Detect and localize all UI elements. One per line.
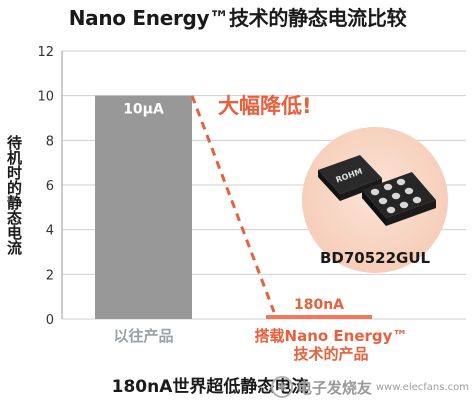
- product-callout: ROHM BD70522GUL: [302, 127, 448, 273]
- data-label: 10μA: [123, 102, 164, 118]
- data-labels: 10μA 180nA: [123, 102, 344, 313]
- solder-balls: [370, 178, 422, 214]
- chip-logo-icon: ✱: [270, 376, 293, 398]
- bar: [266, 314, 372, 319]
- watermark-site: www.elecfans.com: [375, 381, 469, 393]
- y-tick-label: 0: [46, 313, 54, 328]
- solder-ball: [396, 178, 406, 186]
- category-label: 以往产品: [113, 327, 173, 345]
- y-tick-label: 2: [46, 268, 54, 283]
- solder-ball: [404, 187, 414, 195]
- chip-bottom-icon: [362, 172, 436, 226]
- bar: [95, 95, 192, 320]
- solder-ball: [370, 188, 380, 196]
- watermark: ✱ 电子发烧友 www.elecfans.com: [270, 374, 469, 400]
- reduction-annotation: 大幅降低!: [218, 94, 312, 118]
- category-label: 技术的产品: [293, 345, 368, 363]
- y-tick-label: 4: [46, 224, 54, 239]
- chip-top-icon: ROHM: [318, 155, 382, 201]
- watermark-text: 电子发烧友: [296, 378, 372, 397]
- reduction-dashed-line: [190, 95, 276, 313]
- y-tick-label: 8: [46, 134, 54, 149]
- solder-ball: [378, 197, 388, 205]
- bars: [95, 95, 372, 320]
- y-tick-label: 6: [46, 179, 54, 194]
- solder-ball: [386, 206, 396, 214]
- solder-ball: [412, 196, 422, 204]
- y-tick-labels: 0 2 4 6 8 10 12: [37, 45, 54, 328]
- y-axis-label: 待机时的静态电流: [5, 134, 23, 256]
- solder-ball: [383, 183, 393, 191]
- category-label: 搭载Nano Energy™: [255, 327, 408, 345]
- solder-ball: [399, 201, 409, 209]
- part-number: BD70522GUL: [320, 249, 431, 267]
- y-tick-label: 12: [37, 45, 54, 60]
- chart-subtitle: 180nA世界超低静态电流: [111, 377, 309, 397]
- solder-ball: [391, 192, 401, 200]
- chart-title: Nano Energy™技术的静态电流比较: [68, 6, 407, 30]
- data-label: 180nA: [294, 297, 344, 313]
- y-tick-label: 10: [37, 90, 54, 105]
